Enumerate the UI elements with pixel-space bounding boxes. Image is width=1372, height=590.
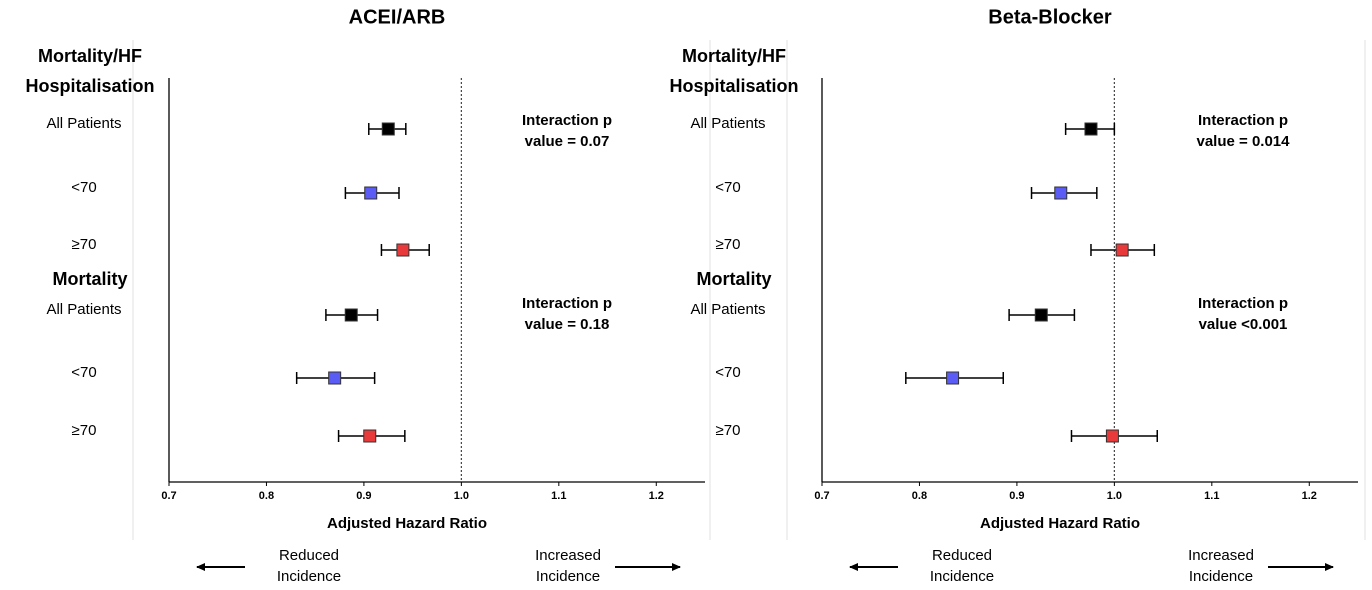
- row-label: ≥70: [716, 422, 741, 439]
- row-label: All Patients: [690, 301, 765, 318]
- arrow-label: Increased: [1188, 547, 1254, 564]
- arrow-label: Incidence: [930, 568, 994, 585]
- row-label: ≥70: [72, 236, 97, 253]
- annotation: Interaction p: [522, 295, 612, 312]
- chart-title: Beta-Blocker: [988, 6, 1112, 28]
- chart-title: ACEI/ARB: [349, 6, 446, 28]
- x-tick-label: 0.7: [814, 490, 829, 502]
- section-label: Mortality: [52, 269, 127, 289]
- point-estimate: [328, 371, 342, 385]
- row-label: ≥70: [72, 422, 97, 439]
- annotation: value = 0.07: [525, 133, 610, 150]
- arrow-label: Reduced: [932, 547, 992, 564]
- point-estimate: [1105, 429, 1119, 443]
- point-estimate: [363, 429, 377, 443]
- annotation: value = 0.014: [1197, 133, 1291, 150]
- annotation: Interaction p: [1198, 295, 1288, 312]
- x-tick-label: 0.9: [1009, 490, 1024, 502]
- row-label: ≥70: [716, 236, 741, 253]
- x-tick-label: 1.2: [1302, 490, 1317, 502]
- row-label: <70: [71, 179, 96, 196]
- section-label: Mortality/HF: [38, 46, 142, 66]
- row-label: <70: [71, 364, 96, 381]
- arrow-label: Reduced: [279, 547, 339, 564]
- x-tick-label: 1.1: [1204, 490, 1219, 502]
- annotation: Interaction p: [1198, 112, 1288, 129]
- arrow-label: Incidence: [536, 568, 600, 585]
- x-tick-label: 1.2: [649, 490, 664, 502]
- section-label: Mortality: [696, 269, 771, 289]
- x-tick-label: 0.7: [161, 490, 176, 502]
- x-tick-label: 1.1: [551, 490, 566, 502]
- x-axis-label: Adjusted Hazard Ratio: [980, 515, 1140, 532]
- point-estimate: [946, 371, 960, 385]
- annotation: Interaction p: [522, 112, 612, 129]
- point-estimate: [396, 243, 410, 257]
- annotation: value = 0.18: [525, 316, 610, 333]
- x-tick-label: 0.8: [259, 490, 274, 502]
- point-estimate: [1054, 186, 1068, 200]
- x-tick-label: 0.9: [356, 490, 371, 502]
- x-tick-label: 1.0: [454, 490, 469, 502]
- row-label: All Patients: [46, 115, 121, 132]
- annotation: value <0.001: [1199, 316, 1288, 333]
- section-label: Mortality/HF: [682, 46, 786, 66]
- point-estimate: [344, 308, 358, 322]
- point-estimate: [1034, 308, 1048, 322]
- row-label: <70: [715, 179, 740, 196]
- point-estimate: [1084, 122, 1098, 136]
- x-tick-label: 1.0: [1107, 490, 1122, 502]
- arrow-label: Incidence: [1189, 568, 1253, 585]
- arrow-label: Incidence: [277, 568, 341, 585]
- point-estimate: [1115, 243, 1129, 257]
- row-label: All Patients: [46, 301, 121, 318]
- section-label: Hospitalisation: [669, 76, 798, 96]
- arrow-label: Increased: [535, 547, 601, 564]
- point-estimate: [381, 122, 395, 136]
- row-label: <70: [715, 364, 740, 381]
- row-label: All Patients: [690, 115, 765, 132]
- point-estimate: [364, 186, 378, 200]
- x-axis-label: Adjusted Hazard Ratio: [327, 515, 487, 532]
- section-label: Hospitalisation: [25, 76, 154, 96]
- x-tick-label: 0.8: [912, 490, 927, 502]
